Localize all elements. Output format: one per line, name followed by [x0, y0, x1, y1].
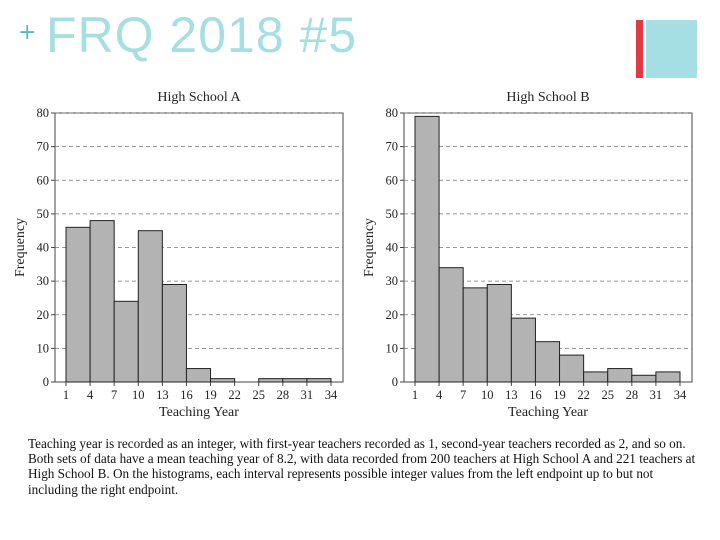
bar-a-10	[137, 230, 163, 383]
y-axis-label-a: Frequency	[13, 218, 28, 277]
x-axis-label-b: Teaching Year	[508, 405, 588, 420]
caption-text: Teaching year is recorded as an integer,…	[28, 436, 696, 497]
ytick-label-b-20: 20	[386, 308, 399, 322]
chart-title-b: High School B	[506, 90, 589, 105]
bar-a-19	[210, 378, 236, 383]
bar-a-16	[185, 368, 212, 383]
bar-a-25	[258, 378, 284, 383]
xtick-label-b-4: 4	[436, 388, 443, 402]
xtick-label-b-22: 22	[577, 388, 590, 402]
xtick-label-a-22: 22	[228, 388, 241, 402]
xtick-label-a-13: 13	[156, 388, 169, 402]
ytick-label-b-70: 70	[386, 140, 399, 154]
bar-b-4	[438, 267, 464, 383]
bar-a-4	[89, 220, 115, 383]
xtick-label-b-28: 28	[626, 388, 639, 402]
ytick-label-a-60: 60	[37, 173, 50, 187]
ytick-label-b-0: 0	[392, 375, 398, 389]
bar-b-19	[559, 354, 585, 383]
bar-b-31	[655, 371, 681, 383]
bar-a-28	[282, 378, 308, 383]
bar-b-10	[486, 283, 512, 383]
xtick-label-a-4: 4	[87, 388, 94, 402]
bar-b-1	[414, 115, 440, 383]
bar-a-1	[65, 226, 91, 383]
ytick-label-a-10: 10	[37, 341, 50, 355]
xtick-label-b-19: 19	[553, 388, 566, 402]
bar-a-7	[113, 300, 139, 383]
ytick-label-a-80: 80	[37, 106, 50, 120]
xtick-label-a-16: 16	[180, 388, 193, 402]
x-axis-label-a: Teaching Year	[159, 405, 239, 420]
xtick-label-a-10: 10	[132, 388, 145, 402]
xtick-label-a-31: 31	[301, 388, 314, 402]
ytick-label-a-50: 50	[37, 207, 50, 221]
xtick-label-a-19: 19	[204, 388, 217, 402]
bar-a-31	[306, 378, 332, 383]
bar-b-13	[510, 317, 536, 383]
xtick-label-b-7: 7	[460, 388, 466, 402]
accent-teal-block	[646, 20, 697, 78]
ytick-label-b-60: 60	[386, 173, 399, 187]
bar-b-16	[534, 341, 561, 383]
xtick-label-b-10: 10	[481, 388, 494, 402]
ytick-label-b-10: 10	[386, 341, 399, 355]
y-axis-label-b: Frequency	[362, 218, 377, 277]
ytick-label-a-30: 30	[37, 274, 50, 288]
accent-red-bar	[636, 20, 643, 78]
xtick-label-b-31: 31	[650, 388, 663, 402]
xtick-label-a-28: 28	[277, 388, 290, 402]
xtick-label-a-7: 7	[111, 388, 117, 402]
xtick-label-b-25: 25	[601, 388, 614, 402]
ytick-label-a-40: 40	[37, 241, 50, 255]
plus-icon: +	[18, 20, 37, 45]
xtick-label-a-25: 25	[252, 388, 265, 402]
ytick-label-b-30: 30	[386, 274, 399, 288]
ytick-label-b-40: 40	[386, 241, 399, 255]
ytick-label-a-20: 20	[37, 308, 50, 322]
xtick-label-b-16: 16	[529, 388, 542, 402]
ytick-label-b-80: 80	[386, 106, 399, 120]
bar-b-7	[462, 287, 488, 383]
xtick-label-b-13: 13	[505, 388, 518, 402]
bar-b-22	[583, 371, 609, 383]
xtick-label-b-1: 1	[412, 388, 418, 402]
chart-title-a: High School A	[157, 90, 241, 105]
bar-b-28	[631, 374, 657, 383]
xtick-label-a-1: 1	[63, 388, 69, 402]
xtick-label-b-34: 34	[674, 388, 687, 402]
bar-a-13	[161, 283, 187, 383]
ytick-label-b-50: 50	[386, 207, 399, 221]
xtick-label-a-34: 34	[325, 388, 338, 402]
ytick-label-a-0: 0	[43, 375, 49, 389]
slide-title: FRQ 2018 #5	[46, 7, 358, 63]
bar-b-25	[607, 368, 633, 383]
ytick-label-a-70: 70	[37, 140, 50, 154]
